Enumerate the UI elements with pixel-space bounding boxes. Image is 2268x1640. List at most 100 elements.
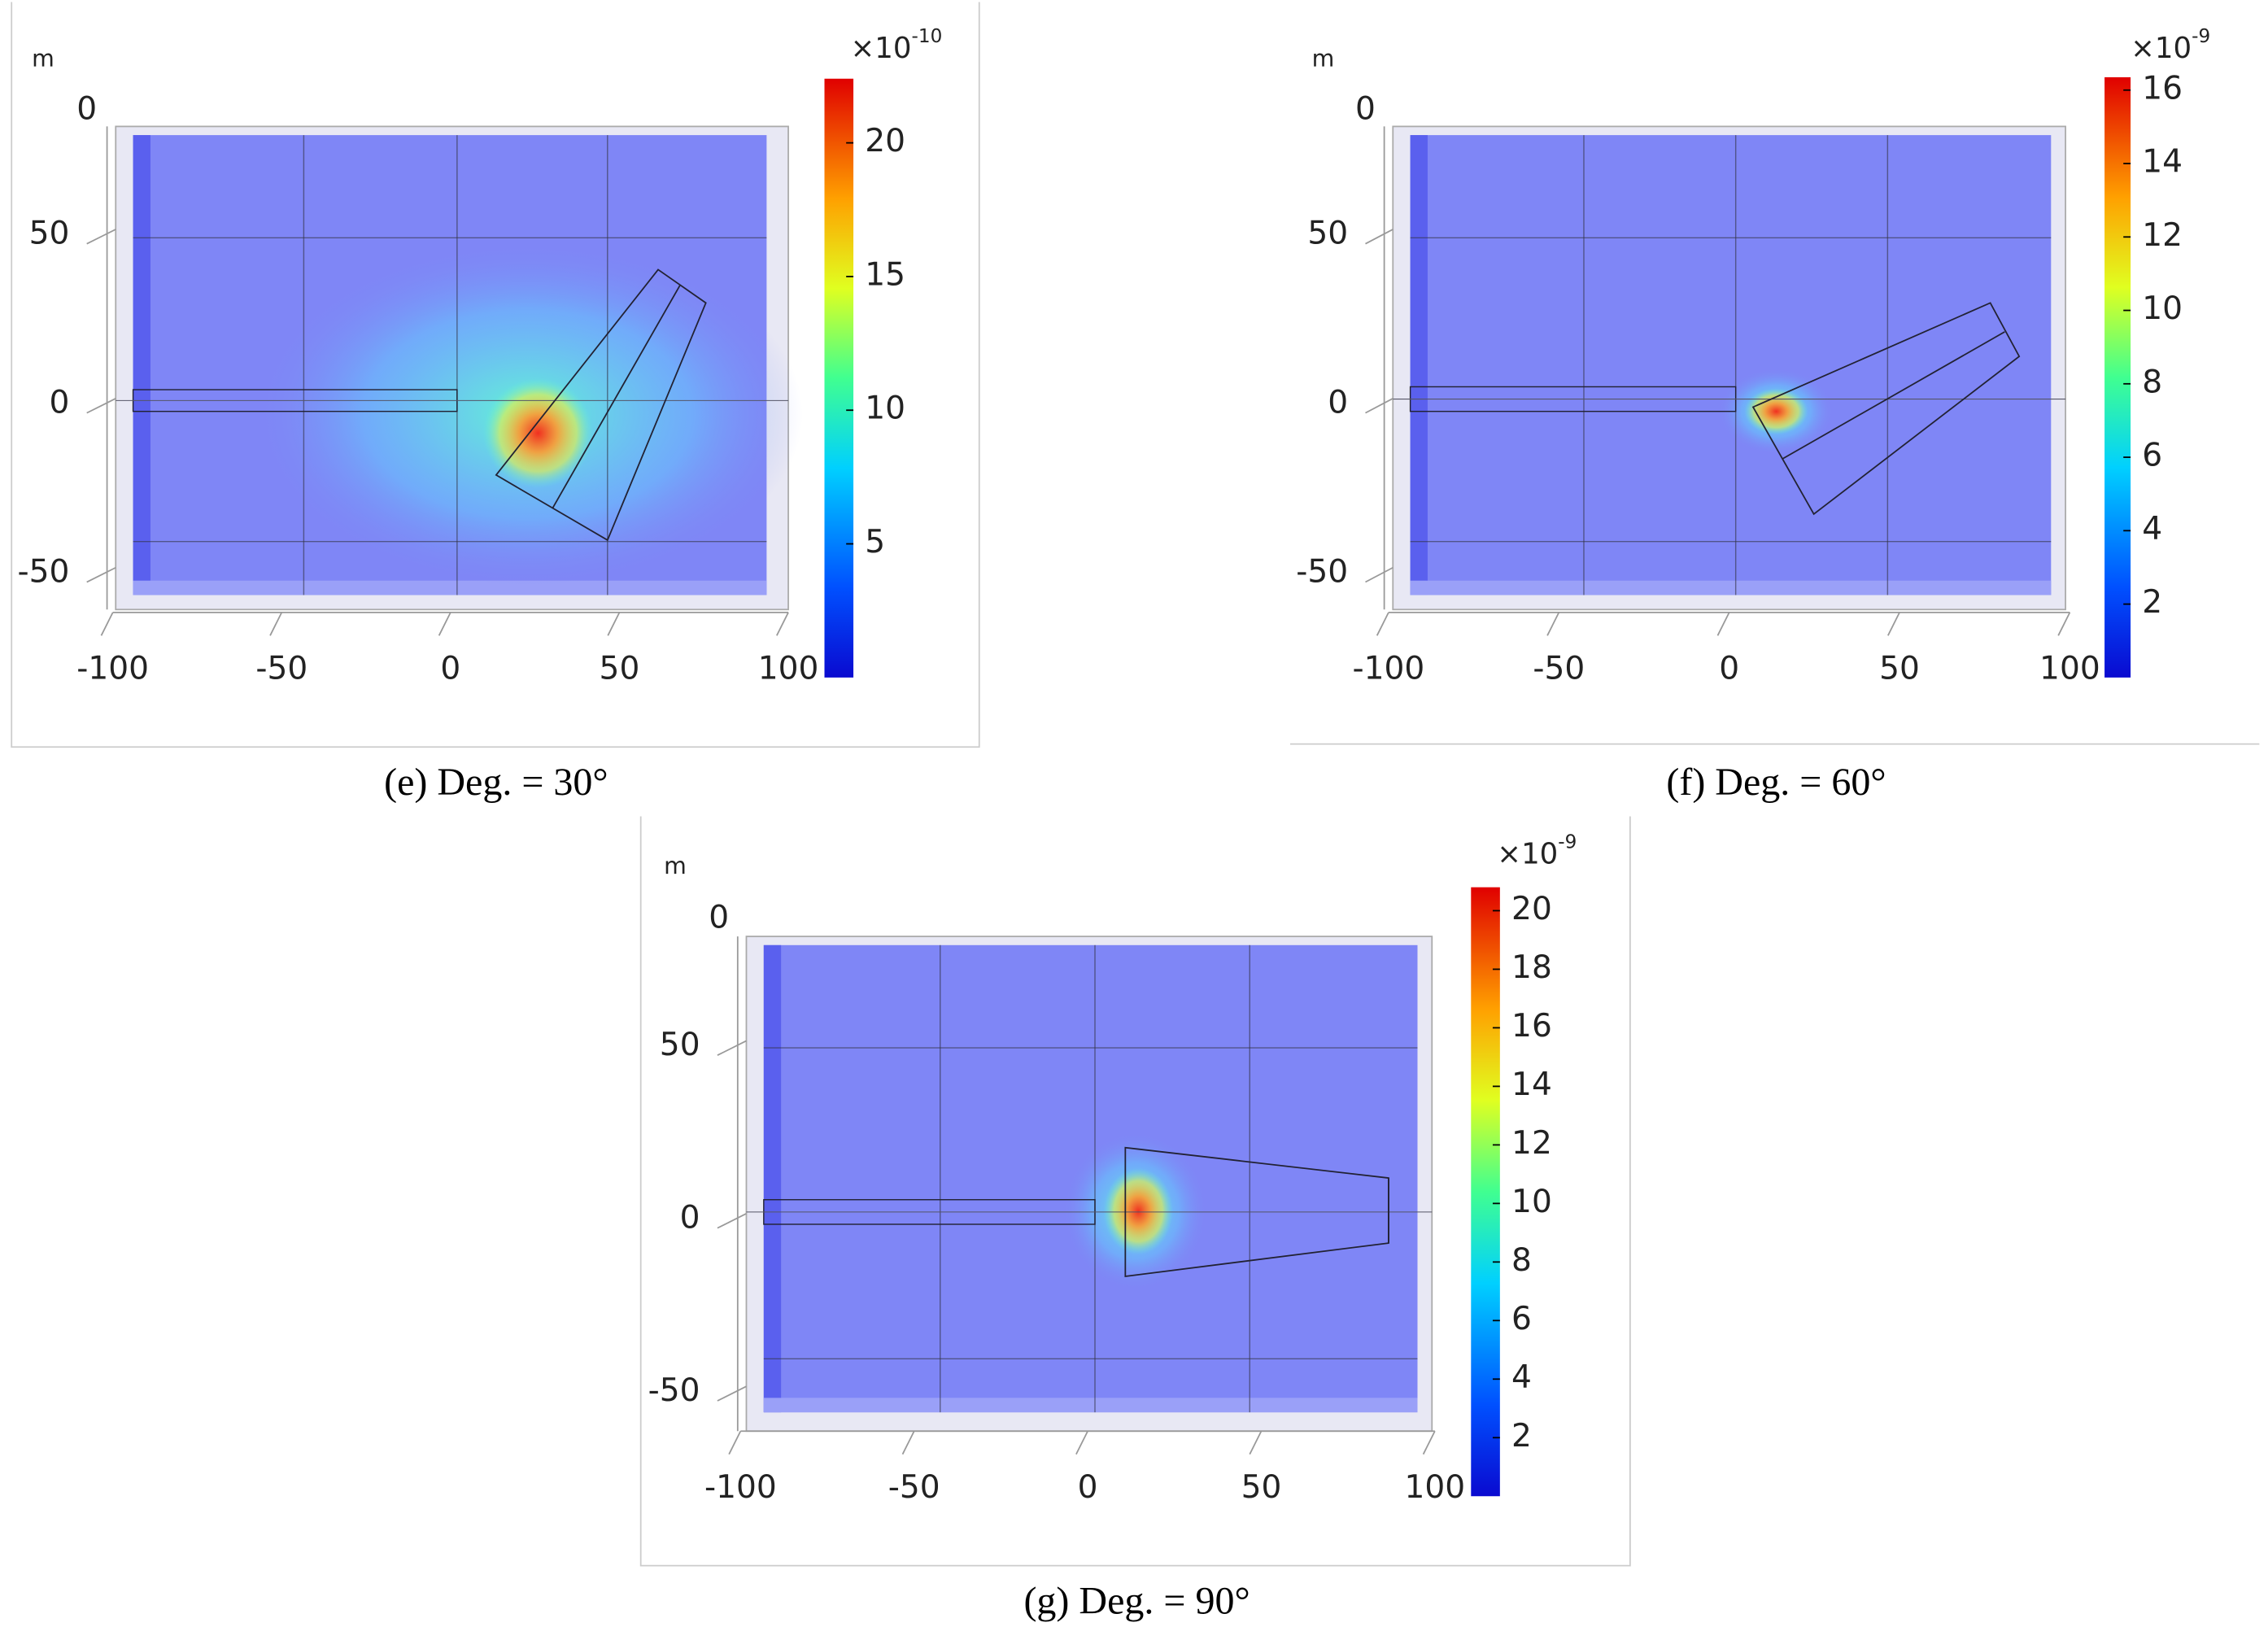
x-tick-label: -50 [888, 1469, 940, 1506]
x-tick-label: 100 [758, 650, 819, 687]
x-tick [607, 612, 621, 636]
y-tick [717, 1385, 747, 1402]
domain-edge [133, 135, 150, 595]
colorbar-tick-label: 20 [1511, 891, 1552, 927]
x-tick-label: -100 [76, 650, 149, 687]
x-tick-label: 0 [440, 650, 460, 687]
y-tick-label: 0 [680, 1199, 700, 1236]
colorbar-tick-label: 6 [1511, 1301, 1532, 1337]
heat-spot [482, 377, 594, 488]
z-tick-label: 0 [76, 90, 97, 127]
colorbar-tick-label: 8 [2142, 364, 2162, 400]
y-tick [717, 1040, 747, 1057]
colorbar-tick-label: 2 [2142, 584, 2162, 621]
colorbar [824, 78, 854, 678]
geometry [1751, 302, 2021, 516]
x-tick-label: 100 [2039, 650, 2100, 687]
colorbar-tick-label: 5 [865, 524, 885, 560]
y-tick [1365, 229, 1394, 245]
unit-label: m [32, 46, 55, 72]
x-tick-label: 50 [1241, 1469, 1282, 1506]
domain-bottom [763, 1398, 1418, 1413]
x-tick [901, 1430, 915, 1455]
z-tick-label: 0 [1355, 90, 1376, 127]
y-tick-label: 50 [660, 1027, 700, 1063]
domain-bottom [133, 580, 767, 595]
colorbar-tick-label: 4 [2142, 511, 2162, 547]
caption: (f) Deg. = 60° [1666, 761, 1886, 804]
colorbar-tick-label: 14 [1511, 1066, 1552, 1103]
x-tick [100, 612, 114, 636]
geometry-line [1782, 331, 2005, 460]
x-tick [728, 1430, 742, 1455]
colorbar-tick-label: 14 [2142, 144, 2183, 181]
x-tick-label: 100 [1405, 1469, 1466, 1506]
x-tick-label: -50 [1533, 650, 1585, 687]
panel: -100 -50 0 50 100500-500m2468101214161820×10… [648, 831, 1577, 1623]
y-tick-label: -50 [1296, 553, 1348, 590]
y-tick [1365, 566, 1394, 583]
colorbar-tick-label: 12 [2142, 217, 2183, 254]
x-tick-label: 0 [1078, 1469, 1098, 1506]
colorbar-scale: ×10-9 [2131, 26, 2210, 66]
domain [1410, 135, 2052, 595]
x-tick-label: -100 [704, 1469, 777, 1506]
x-tick [438, 612, 451, 636]
x-tick [1422, 1430, 1436, 1455]
scale-prefix: ×10 [850, 32, 911, 65]
panel-frames [11, 2, 2260, 1567]
colorbar-tick-label: 8 [1511, 1242, 1532, 1279]
x-tick-label: 0 [1719, 650, 1739, 687]
colorbar-tick-label: 15 [865, 256, 905, 293]
x-tick [1249, 1430, 1263, 1455]
colorbar-scale: ×10-9 [1497, 831, 1577, 871]
colorbar [2104, 76, 2131, 678]
colorbar-tick-label: 12 [1511, 1125, 1552, 1162]
domain-edge [1410, 135, 1428, 595]
y-tick-label: 50 [1307, 216, 1348, 252]
colorbar-scale: ×10-10 [850, 26, 942, 66]
colorbar-tick-label: 10 [2142, 290, 2183, 327]
colorbar-tick-label: 4 [1511, 1359, 1532, 1396]
scale-exponent: -10 [912, 26, 943, 47]
x-tick-label: 50 [600, 650, 640, 687]
colorbar [1471, 887, 1500, 1497]
y-tick [86, 398, 116, 414]
geometry [495, 268, 707, 542]
scale-exponent: -9 [1558, 831, 1577, 853]
unit-label: m [1312, 46, 1335, 72]
x-tick [1887, 612, 1900, 636]
domain-edge [763, 944, 782, 1413]
y-tick [86, 229, 116, 245]
unit-label: m [664, 853, 687, 879]
geometry-line [552, 285, 681, 509]
caption: (e) Deg. = 30° [384, 761, 608, 804]
scale-prefix: ×10 [2131, 32, 2192, 65]
colorbar-tick-label: 16 [1511, 1008, 1552, 1045]
colorbar-tick-label: 6 [2142, 438, 2162, 474]
z-tick-label: 0 [709, 899, 729, 936]
x-tick-label: -50 [255, 650, 307, 687]
x-tick [1376, 612, 1389, 636]
colorbar-tick-label: 2 [1511, 1418, 1532, 1455]
y-tick [717, 1213, 747, 1229]
x-tick-label: 50 [1879, 650, 1920, 687]
x-tick [1075, 1430, 1088, 1455]
y-tick [1365, 398, 1394, 414]
scale-prefix: ×10 [1497, 838, 1558, 871]
x-tick [2057, 612, 2071, 636]
x-tick [1716, 612, 1730, 636]
y-tick [86, 566, 116, 583]
y-tick-label: 0 [49, 384, 69, 421]
panel: -100 -50 0 50 100500-500m246810121416×10-9(f… [1296, 26, 2210, 805]
y-tick-label: 50 [29, 216, 70, 252]
colorbar-tick-label: 10 [865, 390, 905, 427]
caption: (g) Deg. = 90° [1023, 1580, 1250, 1623]
colorbar-tick-label: 20 [865, 123, 905, 159]
scale-exponent: -9 [2192, 26, 2210, 47]
colorbar-tick-label: 10 [1511, 1184, 1552, 1220]
y-tick-label: 0 [1328, 384, 1348, 421]
x-tick [776, 612, 789, 636]
